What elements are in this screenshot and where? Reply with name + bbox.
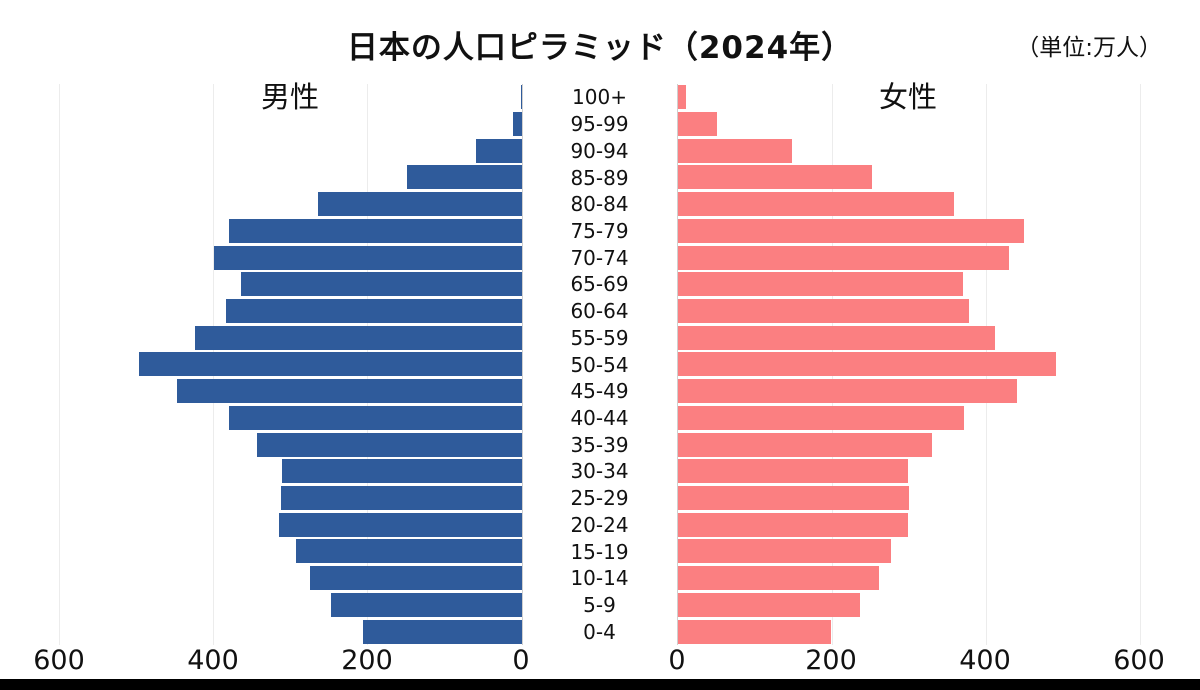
female-bar-15-19 bbox=[678, 539, 891, 564]
male-bar-15-19 bbox=[296, 539, 522, 564]
female-bar-60-64 bbox=[678, 299, 970, 323]
male-bar-30-34 bbox=[281, 459, 522, 484]
female-bar-75-79 bbox=[678, 218, 1024, 243]
female-bar-35-39 bbox=[678, 432, 933, 457]
male-bar-85-89 bbox=[406, 165, 522, 190]
male-bar-60-64 bbox=[225, 299, 522, 323]
female-bars-panel bbox=[677, 84, 1141, 645]
male-bar-100+ bbox=[520, 85, 522, 110]
age-label-20-24: 20-24 bbox=[570, 512, 629, 537]
age-label-15-19: 15-19 bbox=[570, 539, 629, 564]
age-label-70-74: 70-74 bbox=[570, 245, 629, 270]
age-label-80-84: 80-84 bbox=[570, 192, 629, 217]
x-tick-female-200: 200 bbox=[805, 645, 857, 676]
male-bar-25-29 bbox=[281, 486, 522, 510]
female-bar-95-99 bbox=[678, 112, 717, 136]
age-label-60-64: 60-64 bbox=[570, 299, 629, 324]
female-bar-20-24 bbox=[678, 512, 908, 537]
male-bar-70-74 bbox=[214, 245, 522, 270]
age-label-25-29: 25-29 bbox=[570, 486, 629, 511]
gridline-male-600 bbox=[59, 84, 60, 645]
age-label-90-94: 90-94 bbox=[570, 138, 629, 163]
female-bar-80-84 bbox=[678, 192, 955, 217]
male-bar-0-4 bbox=[362, 619, 522, 644]
bottom-strip bbox=[0, 679, 1200, 690]
age-label-95-99: 95-99 bbox=[570, 112, 629, 137]
unit-label: （単位:万人） bbox=[1016, 35, 1162, 61]
female-bar-25-29 bbox=[678, 486, 909, 510]
female-bar-50-54 bbox=[678, 352, 1057, 377]
x-tick-female-400: 400 bbox=[959, 645, 1011, 676]
age-label-35-39: 35-39 bbox=[570, 432, 629, 457]
age-label-75-79: 75-79 bbox=[570, 218, 629, 243]
female-bar-90-94 bbox=[678, 138, 792, 163]
male-series-label: 男性 bbox=[260, 80, 320, 114]
female-bar-55-59 bbox=[678, 325, 996, 350]
age-label-55-59: 55-59 bbox=[570, 325, 629, 350]
age-label-85-89: 85-89 bbox=[570, 165, 629, 190]
female-bar-100+ bbox=[678, 85, 686, 110]
age-label-40-44: 40-44 bbox=[570, 405, 629, 430]
age-label-10-14: 10-14 bbox=[570, 566, 629, 591]
male-bars-panel bbox=[59, 84, 523, 645]
female-bar-40-44 bbox=[678, 405, 964, 430]
female-bar-0-4 bbox=[678, 619, 831, 644]
male-bar-75-79 bbox=[229, 218, 522, 243]
age-label-65-69: 65-69 bbox=[570, 272, 629, 297]
male-bar-10-14 bbox=[309, 566, 522, 591]
x-tick-male-400: 400 bbox=[187, 645, 239, 676]
age-label-30-34: 30-34 bbox=[570, 459, 629, 484]
male-bar-40-44 bbox=[229, 405, 522, 430]
female-bar-70-74 bbox=[678, 245, 1010, 270]
chart-title: 日本の人口ピラミッド（2024年） bbox=[346, 30, 854, 66]
female-bar-10-14 bbox=[678, 566, 879, 591]
male-bar-5-9 bbox=[331, 592, 522, 617]
x-tick-female-0: 0 bbox=[668, 645, 686, 676]
age-axis: 100+ 95-99 90-94 85-89 80-84 75-79 70-74 65-69 6… bbox=[522, 84, 677, 645]
male-bar-90-94 bbox=[475, 138, 522, 163]
female-bar-30-34 bbox=[678, 459, 909, 484]
female-bar-45-49 bbox=[678, 379, 1017, 404]
gridline-female-600 bbox=[1140, 84, 1141, 645]
female-series-label: 女性 bbox=[878, 80, 938, 114]
age-label-100+: 100+ bbox=[572, 85, 627, 110]
female-bar-85-89 bbox=[678, 165, 872, 190]
age-label-5-9: 5-9 bbox=[583, 593, 616, 618]
male-bar-35-39 bbox=[257, 432, 522, 457]
age-label-45-49: 45-49 bbox=[570, 379, 629, 404]
male-bar-20-24 bbox=[279, 512, 522, 537]
male-bar-55-59 bbox=[194, 325, 522, 350]
x-tick-male-600: 600 bbox=[33, 645, 85, 676]
x-tick-female-600: 600 bbox=[1113, 645, 1165, 676]
age-label-50-54: 50-54 bbox=[570, 352, 629, 377]
x-axis: 600 400 200 0 0 200 400 600 bbox=[0, 645, 1200, 679]
x-tick-male-0: 0 bbox=[512, 645, 530, 676]
x-tick-male-200: 200 bbox=[341, 645, 393, 676]
male-bar-45-49 bbox=[177, 379, 522, 404]
female-bar-65-69 bbox=[678, 272, 963, 297]
male-bar-50-54 bbox=[138, 352, 522, 377]
female-bar-5-9 bbox=[678, 592, 860, 617]
male-bar-80-84 bbox=[317, 192, 522, 217]
male-bar-65-69 bbox=[240, 272, 522, 297]
male-bar-95-99 bbox=[512, 112, 522, 136]
age-label-0-4: 0-4 bbox=[583, 619, 616, 644]
